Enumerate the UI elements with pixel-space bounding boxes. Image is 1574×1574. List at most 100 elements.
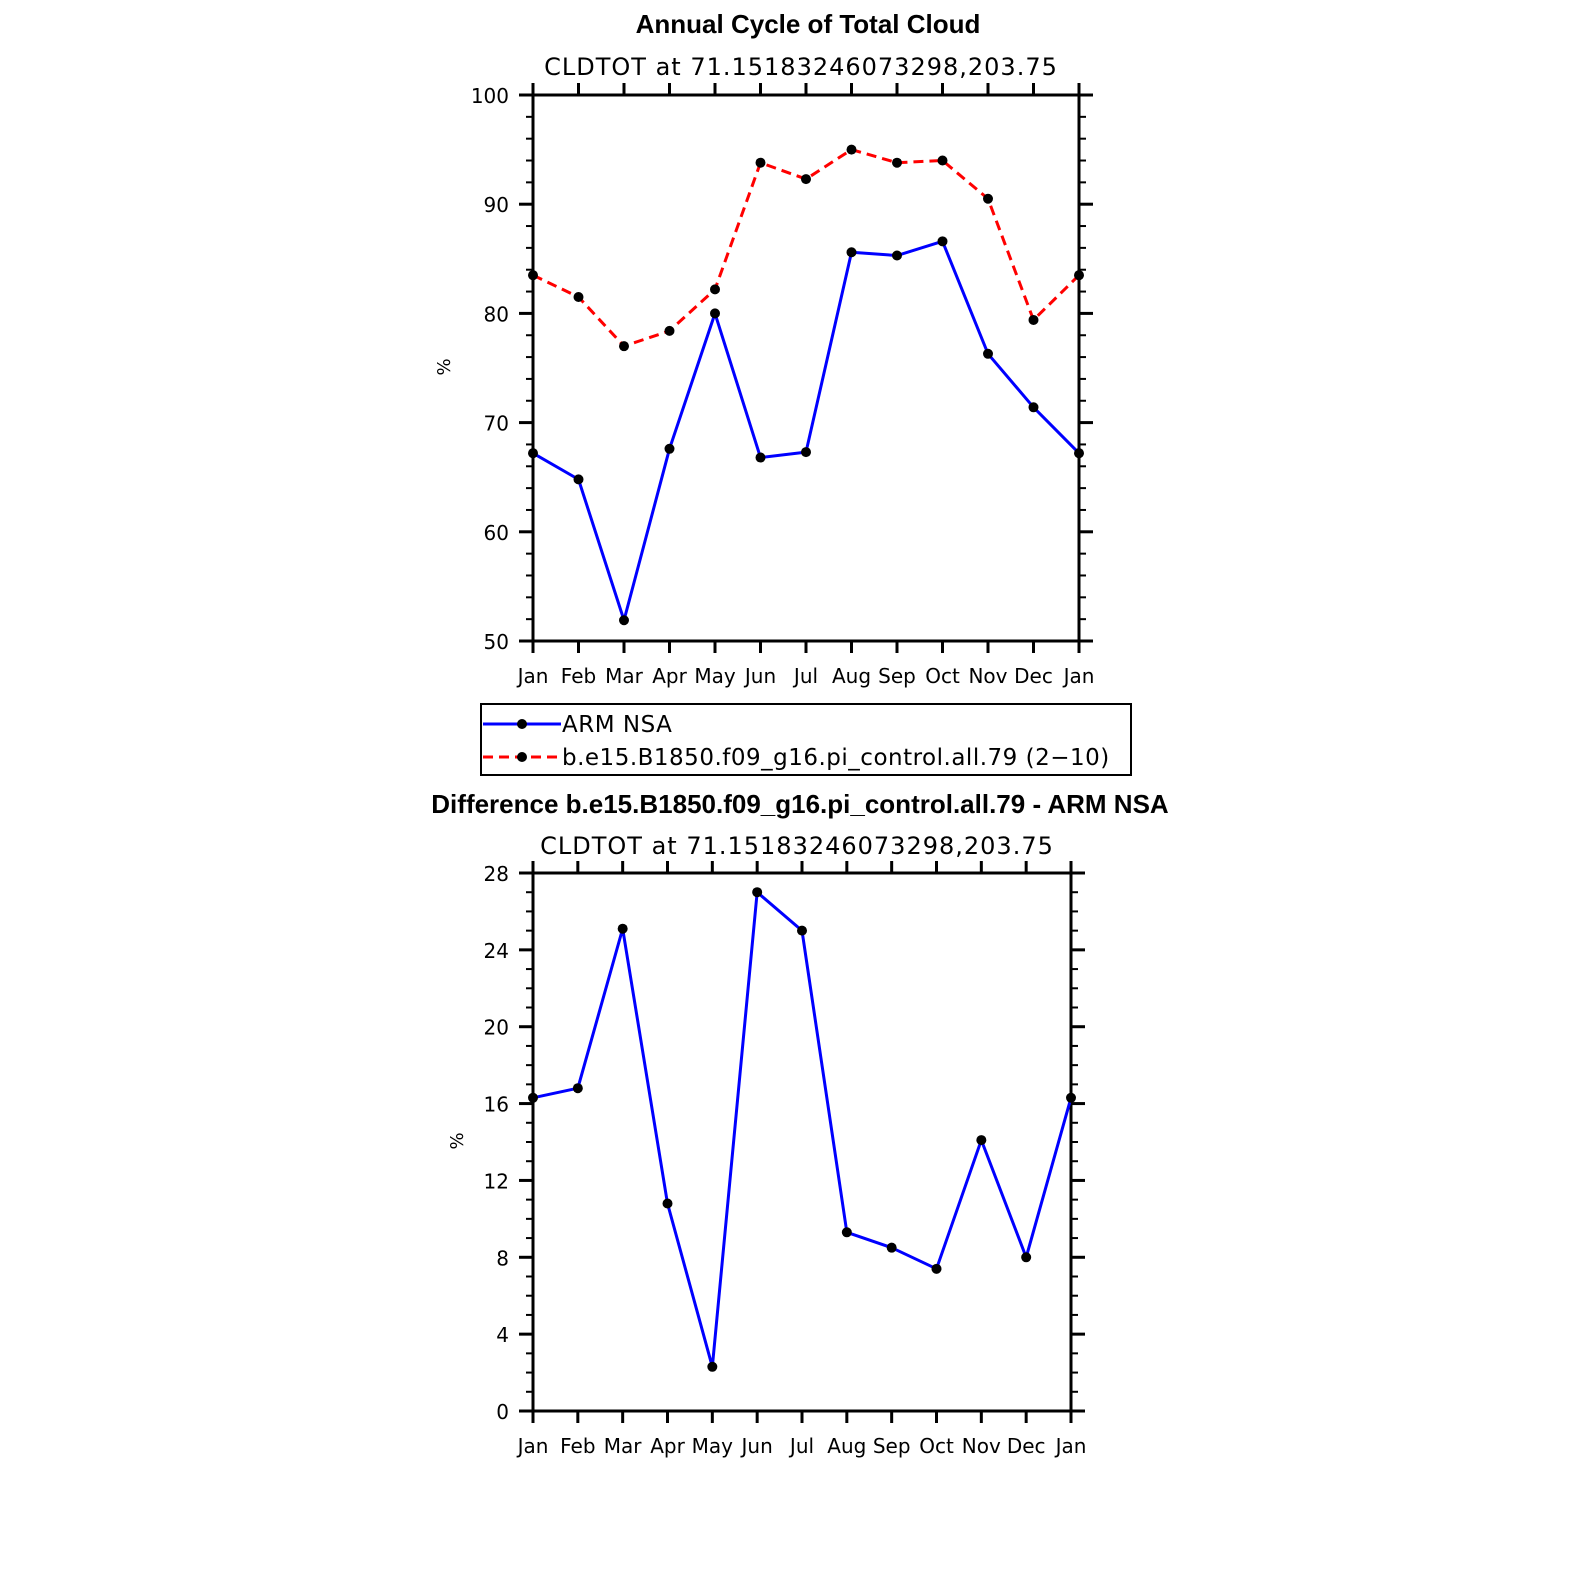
panel2-y-tick-label: 20: [484, 1016, 509, 1040]
panel2-x-tick-label: Jul: [788, 1434, 814, 1458]
panel2-y-tick-label: 12: [484, 1169, 509, 1193]
panel2-y-tick-label: 16: [484, 1093, 509, 1117]
panel1-x-tick-label: Jan: [516, 664, 549, 688]
panel1-x-tick-label: Jul: [792, 664, 818, 688]
legend-marker-arm-nsa: [517, 719, 527, 729]
panel2-series-0-point: [1066, 1092, 1076, 1103]
panel2-series-0-point: [662, 1198, 673, 1209]
panel1-x-tick-label: Dec: [1014, 664, 1053, 688]
panel1-series-1-point: [892, 157, 902, 168]
panel1-y-tick-label: 90: [484, 193, 509, 217]
panel2-axes: Jan Feb Mar Apr May Jun Jul Aug Sep Oct Nov Dec Jan 0…: [484, 861, 1087, 1458]
panel1-series-0-point: [619, 615, 629, 626]
panel2-series-0-point: [886, 1242, 897, 1253]
panel2-x-tick-label: Jan: [516, 1434, 549, 1458]
panel2-x-tick-label: Dec: [1007, 1434, 1046, 1458]
panel2-x-tick-label: Sep: [873, 1434, 911, 1458]
panel2-x-tick-label: Jan: [1054, 1434, 1087, 1458]
panel1-x-tick-label: Nov: [968, 664, 1007, 688]
panel2-series-0-point: [707, 1361, 718, 1372]
panel1-series-1-point: [846, 144, 857, 155]
panel2-series-0-point: [797, 925, 807, 936]
panel2-x-tick-label: Feb: [560, 1434, 595, 1458]
panel1-x-tick-label: Feb: [561, 664, 596, 688]
panel1-series-0-point: [664, 443, 675, 454]
panel1-series-1-point: [755, 157, 766, 168]
panel2-y-tick-label: 0: [496, 1400, 509, 1424]
panel1-subtitle: CLDTOT at 71.15183246073298,203.75: [544, 53, 1058, 81]
legend: ARM NSA b.e15.B1850.f09_g16.pi_control.a…: [480, 703, 1132, 776]
panel1-series-0-point: [937, 236, 948, 247]
panel2-series-0-line: [532, 890, 1073, 1369]
panel1-series-0-point: [846, 247, 857, 258]
legend-label-arm-nsa: ARM NSA: [562, 712, 672, 738]
panel2-series-0-point: [528, 1092, 538, 1103]
panel1-series-0-point: [1028, 402, 1039, 413]
panel1-x-tick-label: Oct: [925, 664, 960, 688]
panel2-x-tick-label: May: [692, 1434, 734, 1458]
panel1-y-tick-label: 50: [484, 630, 509, 654]
panel2-series-0-point: [572, 1083, 583, 1094]
panel1-x-tick-label: Jun: [743, 664, 776, 688]
panel2-title: Difference b.e15.B1850.f09_g16.pi_contro…: [431, 789, 1169, 819]
panel1-series: [528, 144, 1084, 626]
panel1-y-tick-label: 100: [471, 84, 509, 108]
panel1-series-0-point: [983, 348, 993, 359]
panel2-series-0-point: [931, 1263, 942, 1274]
panel2-x-tick-label: Jun: [740, 1434, 773, 1458]
panel1-series-0-point: [755, 452, 766, 463]
panel2-subtitle: CLDTOT at 71.15183246073298,203.75: [540, 832, 1054, 860]
panel2-y-tick-label: 4: [496, 1323, 509, 1347]
panel1-x-tick-label: Mar: [605, 664, 644, 688]
panel1-y-axis-label: %: [434, 358, 455, 375]
panel2-series-0-point: [841, 1227, 852, 1238]
legend-box: [480, 703, 1132, 776]
panel2-x-tick-label: Aug: [827, 1434, 866, 1458]
panel2-x-tick-label: Nov: [962, 1434, 1001, 1458]
panel1-series-0-point: [710, 308, 720, 319]
panel1-series-1-point: [1074, 270, 1084, 281]
panel2-series-0-point: [752, 887, 763, 898]
panel1-y-tick-label: 60: [484, 521, 509, 545]
panel2-series: [528, 887, 1076, 1372]
panel1-y-tick-label: 80: [484, 302, 509, 326]
panel1-series-1-point: [801, 174, 811, 185]
panel2-y-tick-label: 24: [484, 939, 509, 963]
panel1-series-1-point: [528, 270, 538, 281]
panel2-x-tick-label: Apr: [650, 1434, 685, 1458]
panel2-series-0-point: [976, 1135, 987, 1146]
panel1-axes: Jan Feb Mar Apr May Jun Jul Aug Sep Oct Nov Dec Jan 5…: [471, 83, 1095, 688]
panel1-series-1-point: [710, 284, 720, 295]
legend-marker-model: [517, 752, 527, 762]
panel1-series-0-point: [892, 250, 902, 261]
panel2-y-tick-label: 28: [484, 862, 509, 886]
panel2-x-tick-label: Mar: [604, 1434, 643, 1458]
panel1-x-tick-label: Sep: [878, 664, 916, 688]
panel2-x-tick-label: Oct: [919, 1434, 954, 1458]
panel2-series-0-point: [1021, 1252, 1032, 1263]
panel1-series-1-point: [937, 155, 948, 166]
panel1-x-tick-label: Apr: [652, 664, 687, 688]
legend-label-model: b.e15.B1850.f09_g16.pi_control.all.79 (2…: [562, 745, 1110, 771]
panel1-x-tick-label: Aug: [832, 664, 871, 688]
panel1-x-tick-label: Jan: [1062, 664, 1095, 688]
panel1-series-0-point: [1074, 448, 1084, 459]
panel1-series-1-point: [573, 292, 584, 303]
panel1-series-0-point: [573, 474, 584, 485]
panel1-y-tick-label: 70: [484, 412, 509, 436]
panel2-plot-frame: [531, 871, 1073, 1413]
annual-cycle-panel: Annual Cycle of Total Cloud CLDTOT at 71…: [434, 9, 1094, 688]
panel1-series-1-point: [983, 193, 993, 204]
panel1-series-0-line: [532, 239, 1081, 622]
panel2-y-tick-label: 8: [496, 1246, 509, 1270]
panel1-x-tick-label: May: [694, 664, 736, 688]
panel2-series-0-point: [617, 923, 628, 934]
panel1-title: Annual Cycle of Total Cloud: [636, 9, 981, 39]
difference-panel: Difference b.e15.B1850.f09_g16.pi_contro…: [431, 789, 1169, 1458]
panel1-series-0-point: [528, 448, 538, 459]
panel1-series-1-point: [619, 341, 629, 352]
panel1-series-1-point: [1028, 314, 1039, 325]
panel1-series-1-point: [664, 325, 675, 336]
panel2-y-axis-label: %: [447, 1132, 468, 1149]
